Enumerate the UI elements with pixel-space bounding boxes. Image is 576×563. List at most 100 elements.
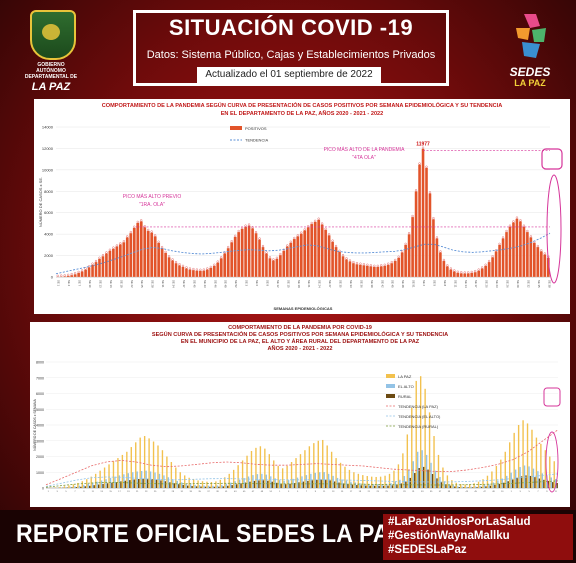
bar-positivos	[150, 232, 154, 278]
highlight-ellipse	[546, 174, 562, 284]
bar-positivos	[320, 224, 324, 278]
bar-positivos	[365, 265, 369, 278]
x-tick-label: 47	[252, 491, 255, 493]
bar-la-paz	[108, 464, 110, 488]
data-marker	[105, 251, 108, 254]
data-marker	[129, 231, 132, 234]
x-tick-label: 3	[288, 491, 290, 493]
legend-label: TENDENCIA (EL ALTO)	[398, 414, 441, 419]
bar-el-alto	[274, 478, 276, 488]
data-marker	[185, 266, 188, 269]
bar-rural	[436, 478, 438, 488]
bar-positivos	[70, 274, 74, 278]
x-tick-label: SE 21	[307, 280, 311, 288]
trend-line	[55, 232, 551, 275]
bar-la-paz	[482, 479, 484, 488]
bar-la-paz	[264, 448, 266, 488]
x-tick-label: SE 2	[422, 280, 426, 287]
bar-rural	[155, 479, 158, 488]
x-tick-label: 23	[145, 491, 148, 493]
bar-la-paz	[148, 438, 150, 488]
bar-la-paz	[317, 440, 319, 488]
bar-positivos	[125, 237, 129, 278]
y-tick-label: 8000	[36, 361, 44, 365]
x-tick-label: 7	[74, 491, 76, 493]
bar-la-paz	[357, 473, 360, 488]
data-marker	[310, 221, 313, 225]
bar-positivos	[237, 231, 241, 278]
x-tick-label: 37	[439, 491, 442, 493]
bar-rural	[498, 483, 501, 488]
bar-el-alto	[207, 485, 210, 488]
x-tick-label: SE 36	[359, 280, 363, 288]
bar-positivos	[181, 266, 185, 278]
bar-positivos	[275, 258, 279, 278]
y-tick-label: 12000	[42, 146, 54, 151]
y-tick-label: 2000	[36, 455, 44, 459]
bar-rural	[382, 485, 385, 488]
x-tick-label: 45	[474, 491, 477, 493]
data-marker	[328, 233, 331, 236]
x-tick-label: SE 13	[98, 280, 102, 288]
bar-la-paz	[246, 455, 248, 488]
bar-rural	[538, 478, 541, 488]
bar-positivos	[317, 219, 321, 278]
bar-la-paz	[99, 470, 101, 488]
bar-rural	[222, 486, 224, 488]
bar-positivos	[271, 260, 275, 278]
bar-el-alto	[510, 472, 512, 488]
bar-el-alto	[323, 472, 325, 488]
bar-la-paz	[299, 454, 302, 488]
bar-rural	[338, 482, 340, 488]
x-tick-label: 15	[341, 491, 344, 493]
bar-la-paz	[500, 459, 502, 488]
x-tick-label: 1	[48, 491, 50, 493]
bar-positivos	[160, 247, 164, 278]
bar-positivos	[383, 265, 387, 278]
bar-el-alto	[270, 476, 272, 488]
bar-rural	[369, 485, 371, 488]
data-marker	[522, 224, 525, 227]
bar-la-paz	[442, 467, 444, 488]
sedes-mark-icon	[516, 14, 546, 58]
bar-rural	[552, 482, 554, 488]
data-marker	[453, 269, 456, 272]
bar-la-paz	[406, 434, 409, 488]
data-marker	[293, 236, 296, 240]
data-marker	[418, 162, 421, 165]
bar-la-paz	[513, 432, 515, 488]
bar-el-alto	[519, 467, 521, 488]
bar-rural	[182, 485, 184, 488]
bar-positivos	[331, 241, 335, 278]
bar-la-paz	[143, 436, 146, 488]
trend-line-3	[45, 480, 559, 488]
bar-rural	[142, 478, 144, 488]
data-marker	[334, 244, 338, 248]
header: GOBIERNO AUTÓNOMO DEPARTAMENTAL DE LA PA…	[0, 0, 576, 96]
data-marker	[206, 267, 209, 270]
data-marker	[446, 264, 449, 267]
bar-positivos	[435, 238, 439, 278]
x-tick-label: SE 38	[547, 280, 551, 288]
bar-positivos	[459, 273, 463, 278]
bar-el-alto	[537, 471, 539, 488]
data-marker	[192, 267, 195, 271]
bar-positivos	[504, 231, 509, 278]
y-tick-label: 0	[42, 487, 44, 491]
bar-rural	[365, 485, 367, 488]
bar-rural	[387, 485, 389, 488]
y-tick-label: 0	[51, 275, 54, 280]
bar-la-paz	[250, 450, 253, 488]
x-tick-label: 11	[92, 491, 95, 493]
x-tick-label: 3	[520, 491, 522, 493]
bar-positivos	[369, 266, 373, 278]
bar-la-paz	[473, 483, 475, 488]
data-marker	[244, 224, 247, 227]
x-tick-label: SE 43	[203, 280, 207, 288]
bar-positivos	[494, 251, 498, 278]
bar-el-alto	[212, 485, 214, 488]
x-tick-label: 49	[492, 491, 495, 493]
x-tick-label: 31	[412, 491, 415, 493]
bar-el-alto	[363, 483, 365, 488]
bar-positivos	[484, 265, 488, 278]
